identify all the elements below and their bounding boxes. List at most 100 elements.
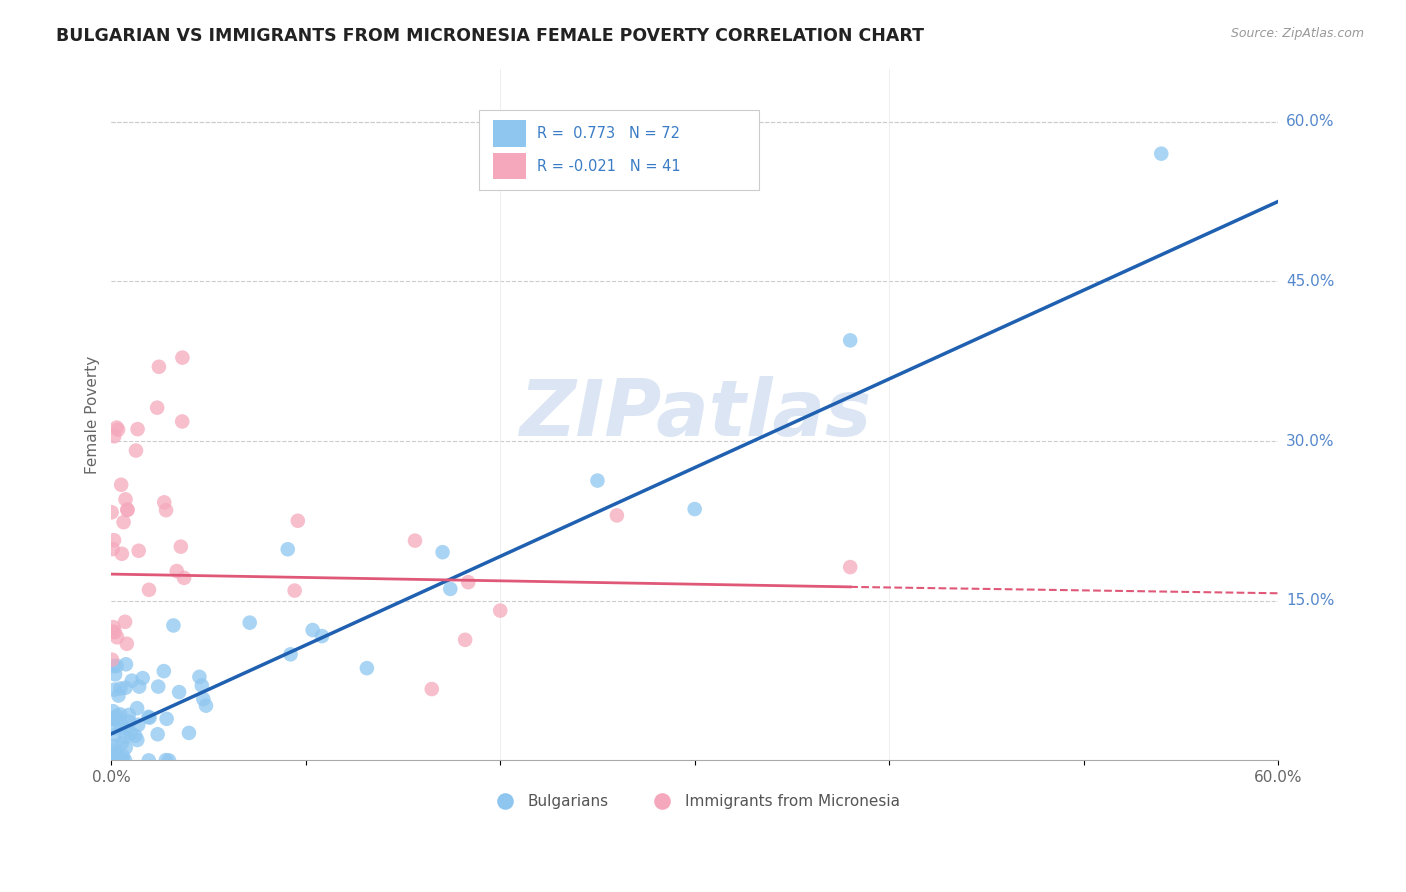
Point (105, 753, 128, 767)
Point (100, 753, 122, 767)
Text: BULGARIAN VS IMMIGRANTS FROM MICRONESIA FEMALE POVERTY CORRELATION CHART: BULGARIAN VS IMMIGRANTS FROM MICRONESIA … (56, 27, 924, 45)
Point (105, 420, 128, 434)
Point (194, 698, 217, 713)
Point (127, 718, 149, 732)
Point (166, 564, 188, 578)
Point (128, 680, 150, 694)
Text: R =  0.773   N = 72: R = 0.773 N = 72 (537, 126, 681, 141)
Point (156, 712, 179, 726)
Point (111, 753, 134, 767)
Point (108, 707, 131, 722)
Point (103, 682, 125, 697)
Point (127, 733, 149, 747)
Legend: Bulgarians, Immigrants from Micronesia: Bulgarians, Immigrants from Micronesia (484, 788, 905, 815)
Point (101, 743, 124, 757)
Point (454, 632, 477, 647)
Point (101, 624, 124, 639)
Point (111, 547, 134, 561)
Point (439, 582, 461, 596)
Point (420, 681, 443, 696)
Point (115, 637, 138, 651)
Point (173, 571, 195, 585)
Point (301, 623, 323, 637)
Point (107, 423, 129, 437)
Point (103, 753, 125, 767)
Point (131, 671, 153, 685)
Point (172, 351, 194, 365)
Point (104, 721, 127, 735)
Point (153, 495, 176, 509)
Point (111, 736, 134, 750)
Point (104, 625, 127, 640)
Point (155, 503, 177, 517)
Point (103, 728, 125, 742)
Text: ZIPatlas: ZIPatlas (519, 376, 870, 452)
Point (100, 505, 122, 519)
Point (124, 729, 146, 743)
Text: 30.0%: 30.0% (1286, 434, 1334, 449)
Point (284, 583, 307, 598)
Point (101, 704, 124, 718)
Point (153, 664, 176, 678)
Point (105, 658, 128, 673)
Point (1150, 146, 1173, 161)
Point (105, 708, 128, 723)
Point (162, 618, 184, 632)
Point (404, 533, 426, 548)
Point (112, 515, 135, 529)
Point (114, 681, 136, 695)
Point (114, 753, 136, 767)
Point (128, 543, 150, 558)
Point (457, 575, 479, 590)
Point (155, 753, 177, 767)
Point (107, 689, 129, 703)
Point (101, 753, 124, 767)
Point (287, 514, 309, 528)
Point (105, 630, 128, 644)
Point (101, 712, 124, 726)
Point (115, 657, 138, 672)
Point (110, 719, 132, 733)
Point (103, 747, 125, 762)
Point (138, 710, 160, 724)
Point (170, 540, 193, 554)
Text: R = -0.021   N = 41: R = -0.021 N = 41 (537, 159, 681, 174)
Text: 60.0%: 60.0% (1286, 114, 1334, 129)
Point (157, 753, 180, 767)
Point (311, 629, 333, 643)
Point (432, 545, 454, 559)
Point (177, 726, 200, 740)
Point (117, 503, 139, 517)
Point (839, 560, 862, 574)
Point (489, 604, 512, 618)
Point (127, 701, 149, 715)
Point (280, 648, 302, 662)
Point (127, 422, 149, 436)
Point (101, 711, 124, 725)
Text: 15.0%: 15.0% (1286, 593, 1334, 608)
Point (118, 707, 141, 722)
Point (606, 508, 628, 523)
Point (117, 502, 139, 516)
FancyBboxPatch shape (479, 110, 759, 190)
Point (104, 667, 127, 681)
Point (188, 670, 211, 684)
Point (103, 753, 125, 767)
Point (683, 502, 706, 516)
Point (103, 739, 125, 753)
Text: Source: ZipAtlas.com: Source: ZipAtlas.com (1230, 27, 1364, 40)
Text: 45.0%: 45.0% (1286, 274, 1334, 289)
Point (277, 542, 299, 557)
Point (110, 477, 132, 491)
Point (110, 681, 132, 696)
Point (118, 714, 141, 729)
Point (103, 620, 125, 634)
Point (172, 415, 194, 429)
Point (120, 726, 142, 740)
Point (103, 659, 125, 673)
Point (586, 474, 609, 488)
Point (111, 749, 134, 764)
Point (138, 753, 160, 767)
Point (105, 712, 128, 726)
Point (114, 730, 136, 744)
